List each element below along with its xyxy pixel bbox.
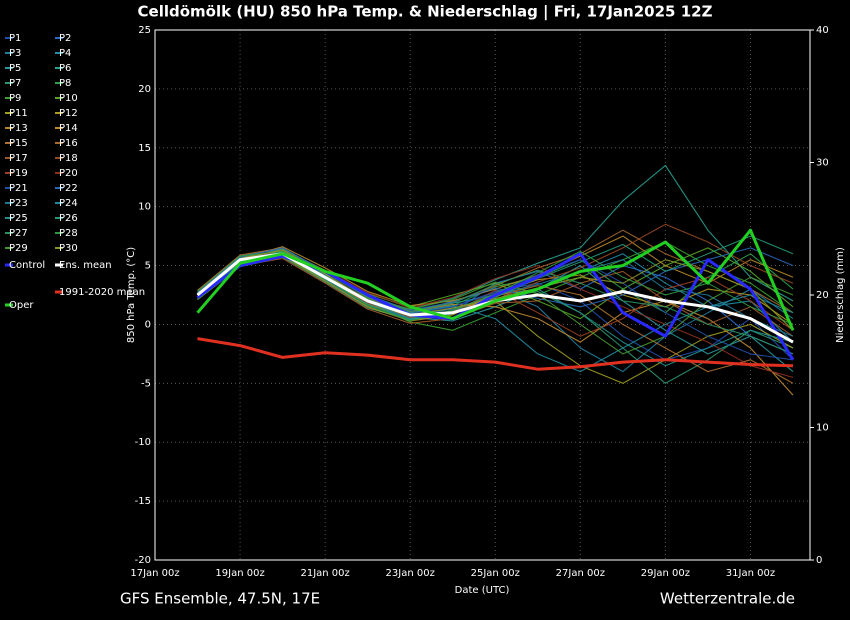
- y-tick-label: 20: [138, 84, 151, 95]
- x-tick-label: 29Jan 00z: [641, 568, 690, 579]
- x-tick-label: 23Jan 00z: [386, 568, 435, 579]
- series-line: [197, 337, 794, 371]
- legend-label: Control: [9, 260, 45, 271]
- x-tick-label: 25Jan 00z: [471, 568, 520, 579]
- footer-left: GFS Ensemble, 47.5N, 17E: [120, 590, 320, 608]
- legend-label: P9: [9, 93, 21, 104]
- legend-label: P13: [9, 123, 28, 134]
- y-tick-label: 10: [138, 202, 151, 213]
- legend-label: 1991-2020 mean: [59, 287, 145, 298]
- legend-label: P26: [59, 213, 78, 224]
- y2-axis-label: Niederschlag (mm): [835, 247, 846, 343]
- legend-label: P25: [9, 213, 28, 224]
- legend-label: P14: [59, 123, 78, 134]
- legend-label: P27: [9, 228, 28, 239]
- footer-right: Wetterzentrale.de: [660, 590, 795, 608]
- series-line: [197, 256, 794, 384]
- series-line: [197, 248, 794, 355]
- legend-label: P30: [59, 243, 78, 254]
- legend-label: P21: [9, 183, 28, 194]
- legend-label: P8: [59, 78, 71, 89]
- y-tick-label: -10: [135, 437, 151, 448]
- series-line: [197, 255, 794, 355]
- legend-label: Ens. mean: [59, 260, 112, 271]
- legend-label: P22: [59, 183, 78, 194]
- legend-label: P23: [9, 198, 28, 209]
- y-tick-label: 25: [138, 25, 151, 36]
- y-tick-label: 0: [145, 319, 151, 330]
- plot-frame: [154, 29, 811, 561]
- legend-label: P2: [59, 33, 71, 44]
- y2-tick-label: 0: [816, 555, 822, 566]
- x-tick-label: 31Jan 00z: [726, 568, 775, 579]
- x-tick-label: 27Jan 00z: [556, 568, 605, 579]
- x-tick-label: 17Jan 00z: [130, 568, 179, 579]
- chart-title: Celldömölk (HU) 850 hPa Temp. & Niedersc…: [138, 3, 713, 22]
- legend-label: P3: [9, 48, 21, 59]
- legend-label: P16: [59, 138, 78, 149]
- legend-label: P20: [59, 168, 78, 179]
- legend-label: P7: [9, 78, 21, 89]
- legend-label: P18: [59, 153, 78, 164]
- legend-label: P15: [9, 138, 28, 149]
- y-tick-label: 15: [138, 143, 151, 154]
- y-axis-label: 850 hPa Temp. (°C): [126, 247, 137, 343]
- y2-tick-label: 20: [816, 290, 829, 301]
- legend-label: P4: [59, 48, 71, 59]
- y-tick-label: -5: [141, 378, 151, 389]
- y-tick-label: -15: [135, 496, 151, 507]
- legend-label: P17: [9, 153, 28, 164]
- series-line: [197, 257, 794, 337]
- x-axis-label: Date (UTC): [455, 585, 510, 596]
- y-tick-label: -20: [135, 555, 151, 566]
- y-tick-label: 5: [145, 261, 151, 272]
- series-line: [197, 235, 794, 307]
- legend-label: P10: [59, 93, 78, 104]
- legend-label: P11: [9, 108, 28, 119]
- legend-label: P12: [59, 108, 78, 119]
- y2-tick-label: 10: [816, 423, 829, 434]
- x-tick-label: 19Jan 00z: [215, 568, 264, 579]
- legend-label: P19: [9, 168, 28, 179]
- legend-label: P5: [9, 63, 21, 74]
- legend-label: P6: [59, 63, 71, 74]
- y2-tick-label: 40: [816, 25, 829, 36]
- x-tick-label: 21Jan 00z: [300, 568, 349, 579]
- y2-tick-label: 30: [816, 158, 829, 169]
- series-line: [196, 228, 795, 331]
- legend-label: P29: [9, 243, 28, 254]
- legend-label: Oper: [9, 300, 34, 311]
- legend-label: P24: [59, 198, 78, 209]
- series-line: [197, 247, 794, 311]
- legend-label: P28: [59, 228, 78, 239]
- legend-label: P1: [9, 33, 21, 44]
